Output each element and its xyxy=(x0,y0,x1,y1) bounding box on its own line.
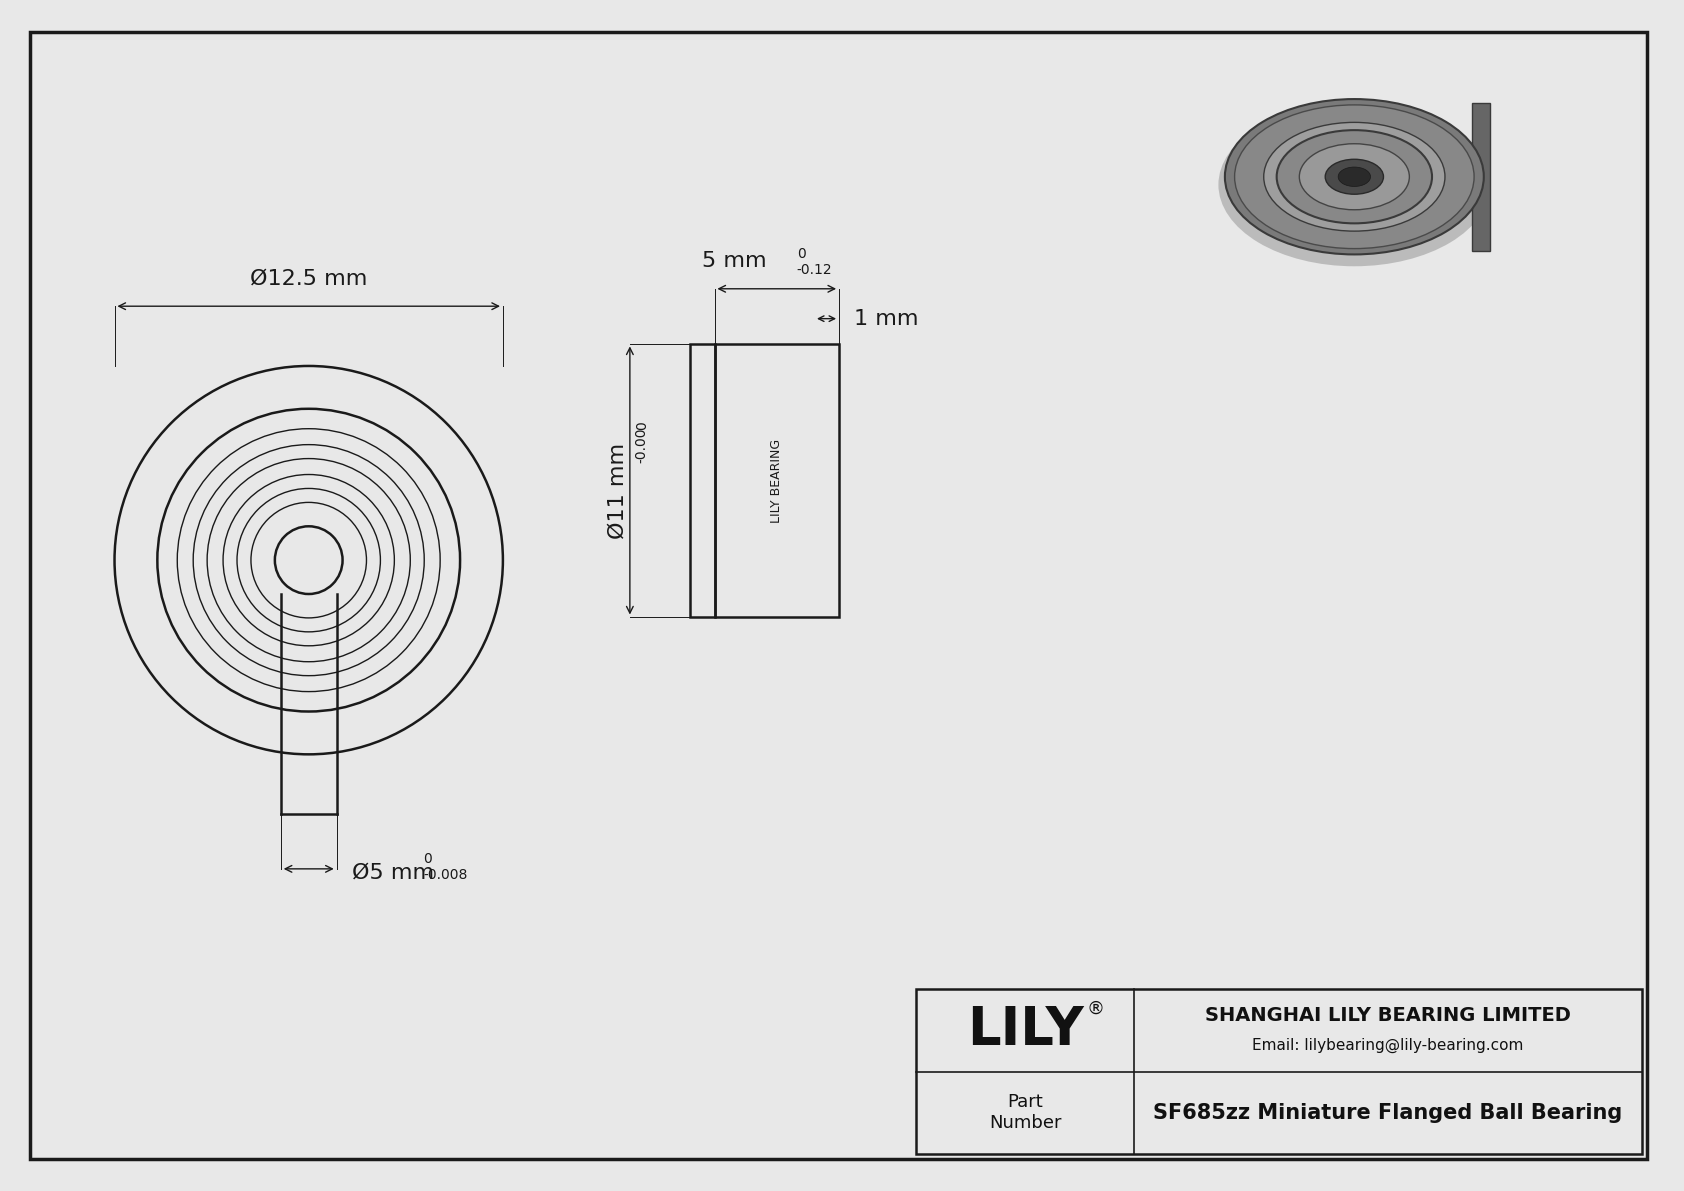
Text: 0: 0 xyxy=(635,422,648,430)
Ellipse shape xyxy=(1219,104,1490,267)
Ellipse shape xyxy=(1325,160,1384,194)
Ellipse shape xyxy=(1300,144,1410,210)
Bar xyxy=(916,990,1642,1154)
Text: Email: lilybearing@lily-bearing.com: Email: lilybearing@lily-bearing.com xyxy=(1253,1037,1524,1053)
Text: 5 mm: 5 mm xyxy=(702,251,766,270)
Ellipse shape xyxy=(1276,130,1431,224)
Text: SHANGHAI LILY BEARING LIMITED: SHANGHAI LILY BEARING LIMITED xyxy=(1206,1006,1571,1025)
Text: -0.008: -0.008 xyxy=(423,868,468,881)
Ellipse shape xyxy=(1339,167,1371,187)
Ellipse shape xyxy=(1234,105,1474,249)
Text: -0.12: -0.12 xyxy=(797,263,832,276)
Text: 1 mm: 1 mm xyxy=(854,308,918,329)
Bar xyxy=(690,343,714,617)
Text: Part
Number: Part Number xyxy=(989,1093,1061,1131)
Text: LILY BEARING: LILY BEARING xyxy=(770,438,783,523)
Text: 0: 0 xyxy=(423,852,433,866)
Text: Ø5 mm: Ø5 mm xyxy=(352,862,434,883)
Bar xyxy=(1472,102,1490,250)
Text: ®: ® xyxy=(1086,999,1105,1017)
Text: SF685zz Miniature Flanged Ball Bearing: SF685zz Miniature Flanged Ball Bearing xyxy=(1154,1103,1623,1123)
Text: -0.00: -0.00 xyxy=(635,428,648,463)
Text: LILY: LILY xyxy=(967,1004,1083,1056)
Ellipse shape xyxy=(1224,99,1484,255)
Ellipse shape xyxy=(1263,123,1445,231)
Text: Ø12.5 mm: Ø12.5 mm xyxy=(249,268,367,288)
Text: Ø11 mm: Ø11 mm xyxy=(608,442,628,538)
Bar xyxy=(714,343,839,617)
Text: 0: 0 xyxy=(797,247,805,261)
